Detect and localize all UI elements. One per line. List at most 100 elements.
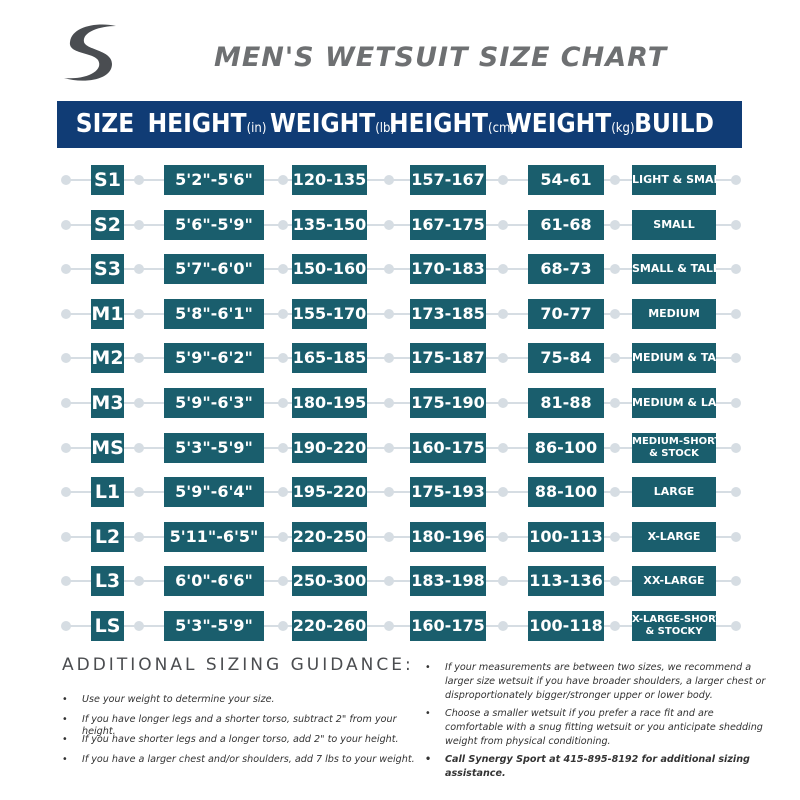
page-title: MEN'S WETSUIT SIZE CHART bbox=[214, 42, 668, 73]
build-label: LARGE bbox=[653, 485, 695, 499]
connector-dot bbox=[134, 308, 144, 319]
connector-dot bbox=[610, 353, 620, 364]
connector-dot bbox=[498, 531, 508, 542]
guidance-item: Use your weight to determine your size. bbox=[62, 694, 432, 714]
size-cell: MS bbox=[91, 432, 124, 463]
connector-dot bbox=[498, 398, 508, 408]
value-cell: 175-193 bbox=[410, 477, 486, 508]
value-cell: 5'9"-6'2" bbox=[164, 343, 264, 374]
header-weight-lb: WEIGHT(lb) bbox=[270, 101, 395, 148]
connector-dot bbox=[278, 621, 288, 631]
value-cell: 5'2"-5'6" bbox=[164, 165, 264, 195]
connector-dot bbox=[384, 308, 394, 319]
connector-dot bbox=[731, 576, 741, 587]
connector-dot bbox=[134, 621, 144, 631]
row-connector bbox=[67, 625, 732, 627]
connector-dot bbox=[61, 621, 71, 631]
connector-dot bbox=[278, 442, 288, 453]
connector-dot bbox=[384, 175, 394, 185]
connector-dot bbox=[384, 621, 394, 631]
connector-dot bbox=[731, 398, 741, 408]
size-cell: S1 bbox=[91, 165, 124, 195]
connector-dot bbox=[610, 219, 620, 230]
size-cell: L3 bbox=[91, 566, 124, 597]
connector-dot bbox=[61, 264, 71, 275]
value-cell: 54-61 bbox=[528, 165, 604, 195]
connector-dot bbox=[610, 621, 620, 631]
connector-dot bbox=[134, 353, 144, 364]
value-cell: 170-183 bbox=[410, 254, 486, 285]
build-label: SMALL & TALL bbox=[632, 262, 716, 276]
build-label: MEDIUM bbox=[648, 306, 700, 320]
guidance-item: If you have shorter legs and a longer to… bbox=[62, 734, 432, 754]
value-cell: 220-260 bbox=[292, 611, 367, 641]
connector-dot bbox=[134, 219, 144, 230]
header-label: WEIGHT bbox=[506, 109, 612, 139]
table-row: MS 5'3"-5'9" 190-220 160-175 86-100 MEDIUM-SH… bbox=[57, 432, 742, 463]
guidance-list-right: If your measurements are between two siz… bbox=[425, 661, 770, 785]
value-cell: 68-73 bbox=[528, 254, 604, 285]
header-label: HEIGHT bbox=[389, 109, 488, 139]
row-connector bbox=[67, 179, 732, 181]
value-cell: 173-185 bbox=[410, 298, 486, 329]
connector-dot bbox=[384, 442, 394, 453]
build-label: MEDIUM & LARGE bbox=[632, 396, 716, 409]
connector-dot bbox=[278, 353, 288, 364]
value-cell: 5'9"-6'4" bbox=[164, 477, 264, 508]
build-label: X-LARGE-SHORT bbox=[632, 614, 716, 625]
connector-dot bbox=[610, 398, 620, 408]
connector-dot bbox=[498, 353, 508, 364]
connector-dot bbox=[134, 398, 144, 408]
build-label: XX-LARGE bbox=[643, 574, 705, 588]
value-cell: 195-220 bbox=[292, 477, 367, 508]
connector-dot bbox=[384, 576, 394, 587]
header-label: HEIGHT bbox=[147, 109, 247, 139]
build-label: X-LARGE bbox=[647, 529, 701, 543]
build-cell: MEDIUM-SHORT & STOCK bbox=[632, 432, 716, 463]
guidance-list-left: Use your weight to determine your size. … bbox=[62, 694, 432, 774]
connector-dot bbox=[498, 175, 508, 185]
row-connector bbox=[67, 491, 732, 494]
connector-dot bbox=[278, 398, 288, 408]
guidance-title: ADDITIONAL SIZING GUIDANCE: bbox=[62, 655, 414, 675]
size-cell: S3 bbox=[91, 254, 124, 285]
build-cell: X-LARGE-SHORT & STOCKY bbox=[632, 611, 716, 641]
value-cell: 70-77 bbox=[528, 298, 604, 329]
value-cell: 157-167 bbox=[410, 165, 486, 195]
build-cell: LARGE bbox=[632, 477, 716, 508]
value-cell: 155-170 bbox=[292, 298, 367, 329]
table-row: M1 5'8"-6'1" 155-170 173-185 70-77 MEDIUM bbox=[57, 298, 742, 329]
value-cell: 100-113 bbox=[528, 521, 604, 552]
build-label: MEDIUM & TALL bbox=[632, 351, 716, 365]
table-row: S2 5'6"-5'9" 135-150 167-175 61-68 SMALL bbox=[57, 209, 742, 240]
connector-dot bbox=[278, 487, 288, 498]
row-connector bbox=[67, 580, 732, 583]
connector-dot bbox=[610, 442, 620, 453]
connector-dot bbox=[61, 487, 71, 498]
contact-info: Call Synergy Sport at 415-895-8192 for a… bbox=[425, 753, 770, 781]
connector-dot bbox=[278, 175, 288, 185]
value-cell: 5'8"-6'1" bbox=[164, 298, 264, 329]
value-cell: 86-100 bbox=[528, 432, 604, 463]
build-label: SMALL bbox=[653, 217, 695, 231]
header-label: WEIGHT bbox=[270, 109, 376, 139]
row-connector bbox=[67, 446, 732, 449]
header-label: BUILD bbox=[634, 109, 714, 139]
header-label: SIZE bbox=[75, 109, 135, 139]
build-cell: SMALL bbox=[632, 209, 716, 240]
header-height-in: HEIGHT(in) bbox=[147, 101, 267, 148]
header-unit: (cm) bbox=[488, 121, 515, 136]
value-cell: 135-150 bbox=[292, 209, 367, 240]
connector-dot bbox=[731, 219, 741, 230]
table-row: S1 5'2"-5'6" 120-135 157-167 54-61 LIGHT & SM… bbox=[57, 165, 742, 195]
connector-dot bbox=[498, 308, 508, 319]
build-label: & STOCK bbox=[649, 447, 699, 459]
connector-dot bbox=[610, 264, 620, 275]
value-cell: 175-187 bbox=[410, 343, 486, 374]
build-cell: LIGHT & SMALL bbox=[632, 165, 716, 195]
connector-dot bbox=[731, 442, 741, 453]
guidance-item: If you have a larger chest and/or should… bbox=[62, 754, 432, 774]
connector-dot bbox=[731, 264, 741, 275]
table-row: M3 5'9"-6'3" 180-195 175-190 81-88 MEDIUM & L… bbox=[57, 388, 742, 418]
connector-dot bbox=[384, 398, 394, 408]
